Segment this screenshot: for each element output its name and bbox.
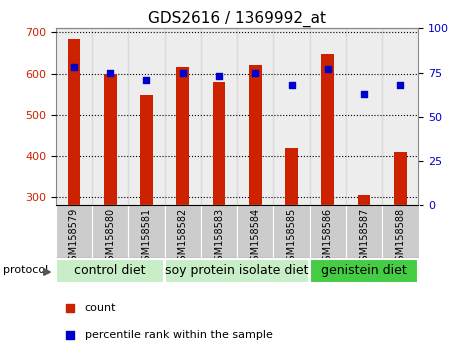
FancyBboxPatch shape bbox=[128, 205, 165, 258]
Text: GSM158581: GSM158581 bbox=[141, 208, 152, 267]
Point bbox=[143, 77, 150, 82]
Point bbox=[324, 66, 332, 72]
Bar bbox=[346, 28, 382, 205]
Bar bbox=[92, 28, 128, 205]
FancyBboxPatch shape bbox=[237, 205, 273, 258]
Text: protocol: protocol bbox=[3, 264, 48, 275]
Text: soy protein isolate diet: soy protein isolate diet bbox=[166, 264, 309, 277]
Point bbox=[179, 70, 186, 75]
Bar bbox=[128, 28, 165, 205]
Bar bbox=[56, 259, 164, 283]
Text: GSM158580: GSM158580 bbox=[105, 208, 115, 267]
Text: GSM158582: GSM158582 bbox=[178, 208, 188, 267]
Bar bbox=[310, 259, 418, 283]
FancyBboxPatch shape bbox=[201, 205, 237, 258]
Point bbox=[66, 332, 74, 338]
Bar bbox=[321, 54, 334, 205]
FancyBboxPatch shape bbox=[310, 205, 346, 258]
Text: GSM158583: GSM158583 bbox=[214, 208, 224, 267]
Point bbox=[252, 70, 259, 75]
Bar bbox=[176, 67, 189, 205]
Bar bbox=[213, 82, 226, 205]
Point bbox=[66, 305, 74, 311]
FancyBboxPatch shape bbox=[165, 205, 201, 258]
Text: GSM158584: GSM158584 bbox=[250, 208, 260, 267]
Bar bbox=[285, 148, 298, 205]
Bar bbox=[67, 39, 80, 205]
Bar bbox=[165, 259, 309, 283]
Bar bbox=[201, 28, 237, 205]
Text: GSM158586: GSM158586 bbox=[323, 208, 333, 267]
Bar bbox=[237, 28, 273, 205]
FancyBboxPatch shape bbox=[92, 205, 128, 258]
Point bbox=[70, 64, 78, 70]
Bar bbox=[249, 65, 262, 205]
Bar bbox=[358, 195, 371, 205]
Text: genistein diet: genistein diet bbox=[321, 264, 407, 277]
Point bbox=[360, 91, 368, 97]
Bar bbox=[382, 28, 418, 205]
FancyBboxPatch shape bbox=[346, 205, 382, 258]
Text: GSM158579: GSM158579 bbox=[69, 208, 79, 267]
Bar bbox=[104, 74, 117, 205]
Point bbox=[397, 82, 404, 88]
Text: GSM158587: GSM158587 bbox=[359, 208, 369, 267]
Bar bbox=[394, 152, 407, 205]
Bar bbox=[140, 96, 153, 205]
Text: GSM158588: GSM158588 bbox=[395, 208, 405, 267]
FancyBboxPatch shape bbox=[382, 205, 418, 258]
Point bbox=[288, 82, 295, 88]
Point bbox=[215, 73, 223, 79]
Bar bbox=[56, 28, 92, 205]
Text: count: count bbox=[85, 303, 116, 313]
Text: control diet: control diet bbox=[74, 264, 146, 277]
Text: percentile rank within the sample: percentile rank within the sample bbox=[85, 330, 272, 340]
Bar bbox=[310, 28, 346, 205]
FancyBboxPatch shape bbox=[273, 205, 310, 258]
FancyBboxPatch shape bbox=[56, 205, 92, 258]
Title: GDS2616 / 1369992_at: GDS2616 / 1369992_at bbox=[148, 11, 326, 27]
Text: GSM158585: GSM158585 bbox=[286, 208, 297, 267]
Bar bbox=[273, 28, 310, 205]
Bar bbox=[165, 28, 201, 205]
Point bbox=[106, 70, 114, 75]
